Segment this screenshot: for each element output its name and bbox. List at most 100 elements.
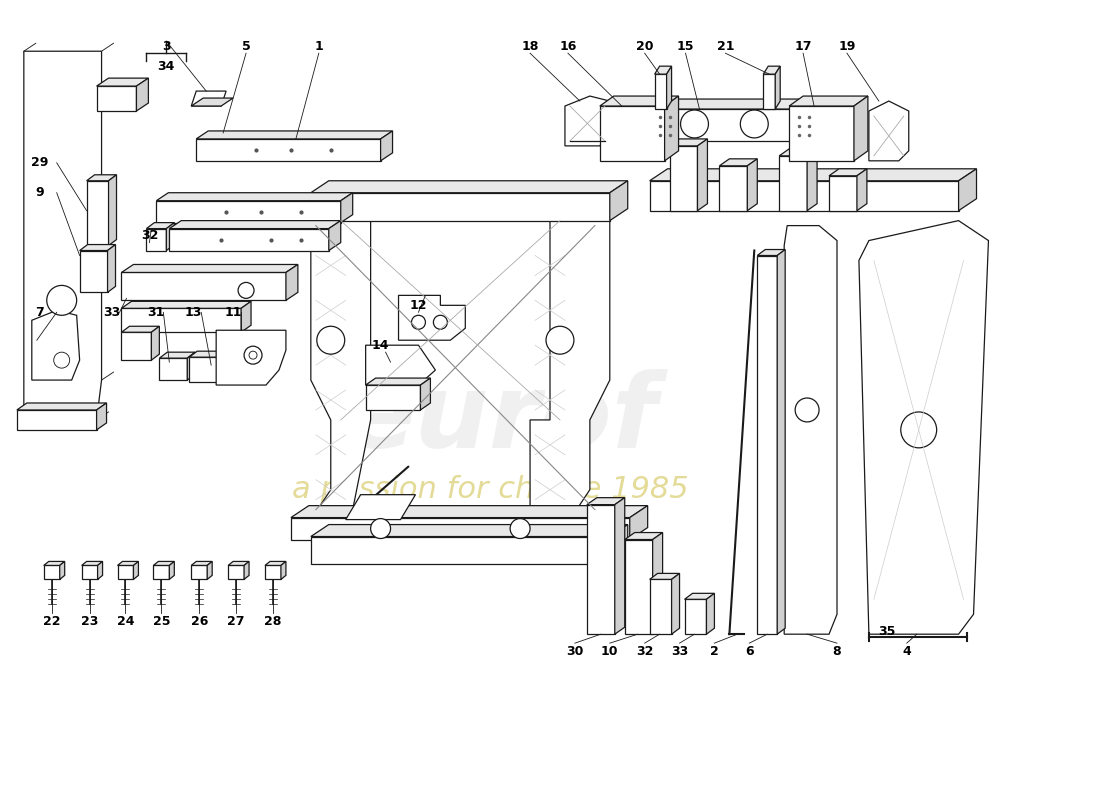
Polygon shape (311, 193, 609, 221)
Text: 31: 31 (147, 306, 165, 319)
Circle shape (546, 326, 574, 354)
Polygon shape (398, 295, 465, 340)
Polygon shape (169, 562, 174, 579)
Polygon shape (667, 66, 672, 109)
Circle shape (244, 346, 262, 364)
Polygon shape (44, 562, 65, 566)
Polygon shape (565, 96, 609, 146)
Polygon shape (600, 106, 664, 161)
Polygon shape (196, 139, 381, 161)
Polygon shape (156, 201, 341, 222)
Text: 16: 16 (559, 40, 576, 53)
Polygon shape (191, 562, 212, 566)
Polygon shape (265, 566, 280, 579)
Polygon shape (97, 78, 148, 86)
Polygon shape (196, 131, 393, 139)
Polygon shape (672, 574, 680, 634)
Circle shape (510, 518, 530, 538)
Polygon shape (16, 403, 107, 410)
Polygon shape (160, 352, 195, 358)
Polygon shape (684, 599, 706, 634)
Text: 23: 23 (81, 614, 98, 628)
Circle shape (317, 326, 344, 354)
Polygon shape (228, 562, 249, 566)
Polygon shape (697, 139, 707, 210)
Circle shape (54, 352, 69, 368)
Text: 7: 7 (35, 306, 44, 319)
Circle shape (901, 412, 937, 448)
Polygon shape (121, 265, 298, 273)
Text: 11: 11 (224, 306, 242, 319)
Text: 4: 4 (902, 645, 911, 658)
Polygon shape (108, 245, 115, 292)
Circle shape (249, 351, 257, 359)
Polygon shape (187, 352, 195, 380)
Circle shape (238, 282, 254, 298)
Polygon shape (829, 169, 867, 176)
Polygon shape (789, 96, 868, 106)
Text: 19: 19 (838, 40, 856, 53)
Text: 2: 2 (711, 645, 718, 658)
Polygon shape (719, 159, 757, 166)
Text: 26: 26 (190, 614, 208, 628)
Polygon shape (670, 146, 697, 210)
Polygon shape (670, 139, 707, 146)
Text: 22: 22 (43, 614, 60, 628)
Polygon shape (381, 131, 393, 161)
Text: 15: 15 (676, 40, 694, 53)
Polygon shape (79, 250, 108, 292)
Polygon shape (136, 78, 149, 111)
Polygon shape (706, 594, 714, 634)
Polygon shape (224, 351, 232, 382)
Polygon shape (191, 566, 207, 579)
Polygon shape (146, 229, 166, 250)
Text: 35: 35 (878, 625, 895, 638)
Polygon shape (228, 566, 244, 579)
Polygon shape (629, 506, 648, 539)
Polygon shape (207, 562, 212, 579)
Polygon shape (118, 566, 133, 579)
Polygon shape (763, 66, 780, 74)
Text: 24: 24 (117, 614, 134, 628)
Polygon shape (345, 494, 416, 519)
Polygon shape (747, 159, 757, 210)
Polygon shape (32, 310, 79, 380)
Text: 14: 14 (372, 338, 389, 352)
Polygon shape (365, 385, 420, 410)
Polygon shape (365, 378, 430, 385)
Polygon shape (763, 74, 776, 109)
Polygon shape (109, 174, 117, 246)
Polygon shape (133, 562, 139, 579)
Circle shape (47, 286, 77, 315)
Polygon shape (169, 221, 341, 229)
Polygon shape (652, 533, 662, 634)
Polygon shape (958, 169, 977, 210)
Polygon shape (587, 498, 625, 505)
Polygon shape (311, 537, 609, 565)
Circle shape (433, 315, 448, 330)
Polygon shape (98, 562, 102, 579)
Polygon shape (189, 357, 224, 382)
Text: 27: 27 (228, 614, 245, 628)
Polygon shape (217, 330, 286, 385)
Polygon shape (87, 174, 117, 181)
Polygon shape (778, 250, 785, 634)
Polygon shape (146, 222, 174, 229)
Text: 32: 32 (141, 229, 158, 242)
Text: 12: 12 (409, 299, 427, 312)
Polygon shape (650, 169, 977, 181)
Polygon shape (857, 169, 867, 210)
Text: 1: 1 (315, 40, 323, 53)
Text: 25: 25 (153, 614, 170, 628)
Polygon shape (59, 562, 65, 579)
Polygon shape (166, 222, 174, 250)
Polygon shape (152, 326, 160, 360)
Polygon shape (311, 525, 628, 537)
Polygon shape (81, 566, 98, 579)
Polygon shape (156, 193, 353, 201)
Text: 28: 28 (264, 614, 282, 628)
Polygon shape (97, 403, 107, 430)
Polygon shape (650, 579, 672, 634)
Text: 33: 33 (103, 306, 120, 319)
Circle shape (795, 398, 820, 422)
